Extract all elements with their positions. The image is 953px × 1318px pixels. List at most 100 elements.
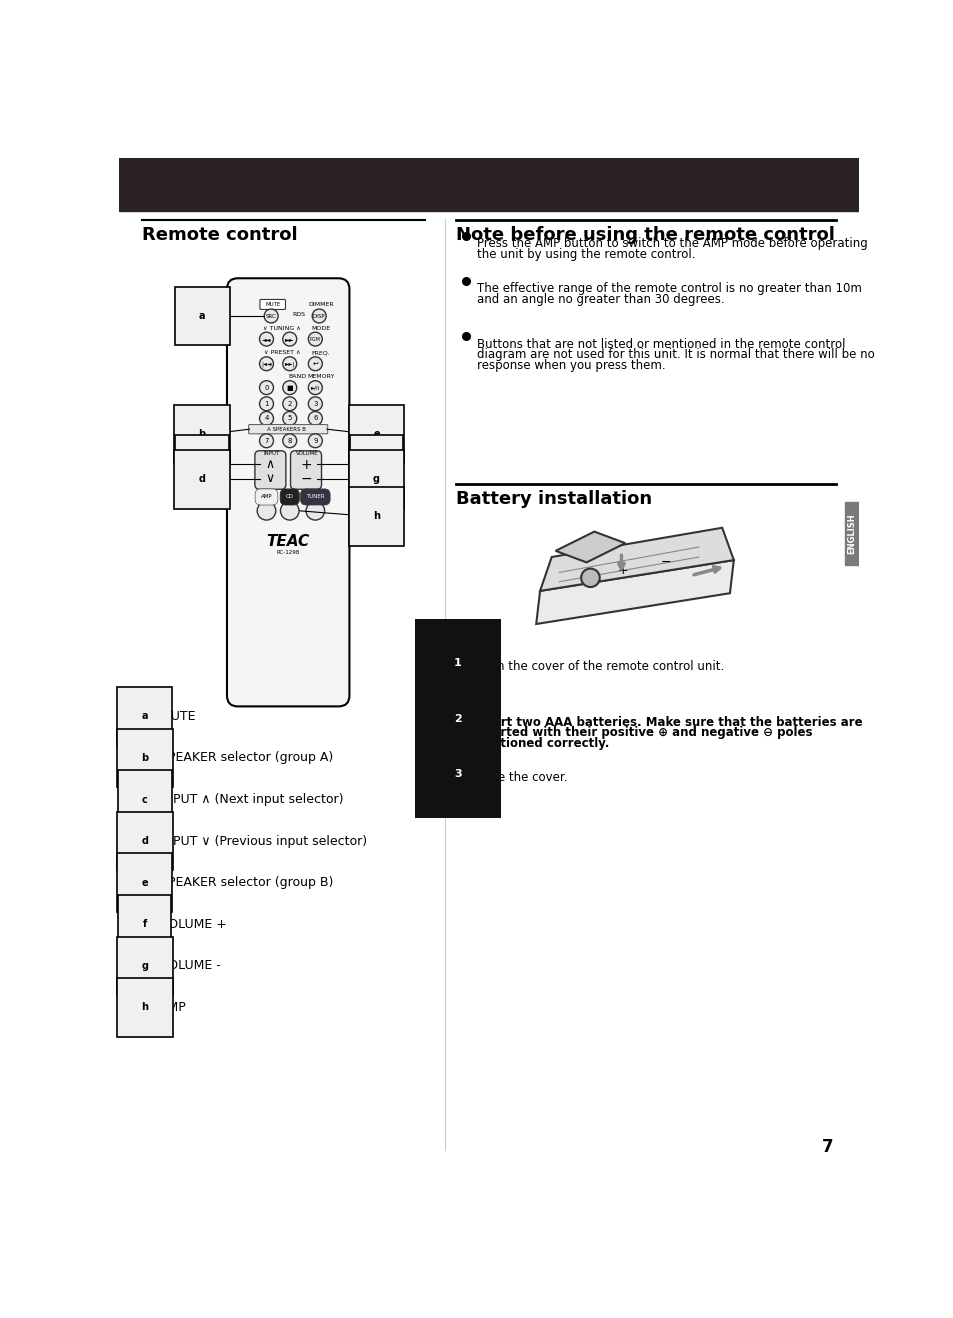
FancyBboxPatch shape (227, 278, 349, 706)
Text: 0: 0 (264, 385, 269, 390)
Text: PGM: PGM (310, 336, 320, 341)
Text: the unit by using the remote control.: the unit by using the remote control. (476, 248, 695, 261)
Text: f: f (374, 459, 378, 469)
Text: CD: CD (286, 494, 294, 500)
Circle shape (259, 357, 274, 370)
Text: ∨ PRESET ∧: ∨ PRESET ∧ (263, 351, 300, 356)
Text: +: + (617, 564, 628, 576)
Text: INPUT ∨ (Previous input selector): INPUT ∨ (Previous input selector) (160, 834, 367, 847)
Circle shape (259, 411, 274, 426)
Text: ∧: ∧ (266, 459, 274, 471)
Text: inserted with their positive ⊕ and negative ⊖ poles: inserted with their positive ⊕ and negat… (473, 726, 812, 739)
Text: 7: 7 (264, 438, 269, 444)
Text: −: − (660, 556, 671, 569)
FancyBboxPatch shape (254, 451, 286, 489)
Text: 6: 6 (313, 415, 317, 422)
Text: g: g (373, 474, 379, 484)
Polygon shape (555, 531, 624, 563)
Text: DIMMER: DIMMER (308, 302, 334, 307)
Circle shape (308, 411, 322, 426)
Text: h: h (373, 511, 379, 521)
Circle shape (282, 397, 296, 411)
Text: VOLUME -: VOLUME - (160, 960, 221, 973)
Text: response when you press them.: response when you press them. (476, 358, 665, 372)
Text: AMP: AMP (160, 1000, 187, 1014)
FancyBboxPatch shape (291, 451, 321, 489)
Text: The effective range of the remote control is no greater than 10m: The effective range of the remote contro… (476, 282, 862, 295)
Text: ►►|: ►►| (284, 361, 294, 366)
Text: RC-1298: RC-1298 (276, 550, 299, 555)
Text: Buttons that are not listed or mentioned in the remote control: Buttons that are not listed or mentioned… (476, 337, 845, 351)
Text: MUTE: MUTE (265, 302, 280, 307)
Circle shape (280, 502, 298, 521)
Text: Close the cover.: Close the cover. (473, 771, 567, 784)
Text: FREQ.: FREQ. (311, 351, 330, 356)
Text: MUTE: MUTE (160, 710, 195, 722)
Text: 2: 2 (454, 714, 461, 724)
Text: ◄◄: ◄◄ (261, 336, 271, 341)
Text: f: f (143, 920, 147, 929)
Text: g: g (141, 961, 148, 971)
Text: VOLUME +: VOLUME + (160, 917, 227, 931)
Circle shape (308, 357, 322, 370)
Bar (119, 158, 858, 211)
Polygon shape (539, 527, 733, 590)
Circle shape (259, 397, 274, 411)
Circle shape (259, 434, 274, 448)
Circle shape (282, 332, 296, 347)
Text: 9: 9 (313, 438, 317, 444)
Text: MEMORY: MEMORY (307, 373, 335, 378)
Circle shape (308, 332, 322, 347)
Text: +: + (300, 457, 312, 472)
Circle shape (580, 568, 599, 587)
Text: Battery installation: Battery installation (456, 490, 652, 507)
Text: a: a (199, 311, 205, 322)
Text: ∨ TUNING ∧: ∨ TUNING ∧ (263, 326, 300, 331)
Text: 8: 8 (287, 438, 292, 444)
Text: and an angle no greater than 30 degrees.: and an angle no greater than 30 degrees. (476, 293, 724, 306)
Circle shape (282, 357, 296, 370)
Circle shape (312, 310, 326, 323)
Text: ↩: ↩ (312, 361, 318, 366)
Polygon shape (536, 560, 733, 623)
Circle shape (282, 411, 296, 426)
Text: b: b (141, 753, 149, 763)
Text: c: c (199, 459, 205, 469)
Text: MODE: MODE (311, 326, 330, 331)
Circle shape (282, 434, 296, 448)
Text: |◄◄: |◄◄ (261, 361, 272, 366)
Text: c: c (142, 795, 148, 804)
Text: 3: 3 (454, 770, 461, 779)
Text: ∨: ∨ (266, 472, 274, 485)
Text: RDS: RDS (293, 312, 305, 316)
Circle shape (264, 310, 278, 323)
Text: 1: 1 (264, 401, 269, 407)
Text: VOLUME: VOLUME (295, 451, 317, 456)
Text: 1: 1 (454, 658, 461, 668)
Circle shape (308, 397, 322, 411)
Text: 3: 3 (313, 401, 317, 407)
Text: 4: 4 (264, 415, 269, 422)
Text: Remote control: Remote control (142, 227, 297, 244)
Text: ►/II: ►/II (311, 385, 319, 390)
Text: DISP: DISP (313, 314, 325, 319)
Text: SPEAKER selector (group A): SPEAKER selector (group A) (160, 751, 334, 764)
Text: BAND: BAND (288, 373, 306, 378)
Text: b: b (198, 428, 206, 439)
Text: h: h (141, 1003, 148, 1012)
Circle shape (308, 381, 322, 394)
Text: AMP: AMP (260, 494, 272, 500)
Text: positioned correctly.: positioned correctly. (473, 737, 609, 750)
Text: Open the cover of the remote control unit.: Open the cover of the remote control uni… (473, 660, 724, 673)
Text: −: − (300, 472, 312, 485)
Text: INPUT: INPUT (263, 451, 279, 456)
Text: INPUT ∧ (Next input selector): INPUT ∧ (Next input selector) (160, 793, 343, 807)
Circle shape (259, 381, 274, 394)
Circle shape (306, 502, 324, 521)
Text: SPEAKER selector (group B): SPEAKER selector (group B) (160, 876, 334, 890)
Text: e: e (373, 428, 379, 439)
Text: 2: 2 (287, 401, 292, 407)
Text: e: e (141, 878, 148, 888)
Circle shape (257, 502, 275, 521)
Text: Press the AMP button to switch to the AMP mode before operating: Press the AMP button to switch to the AM… (476, 237, 867, 250)
